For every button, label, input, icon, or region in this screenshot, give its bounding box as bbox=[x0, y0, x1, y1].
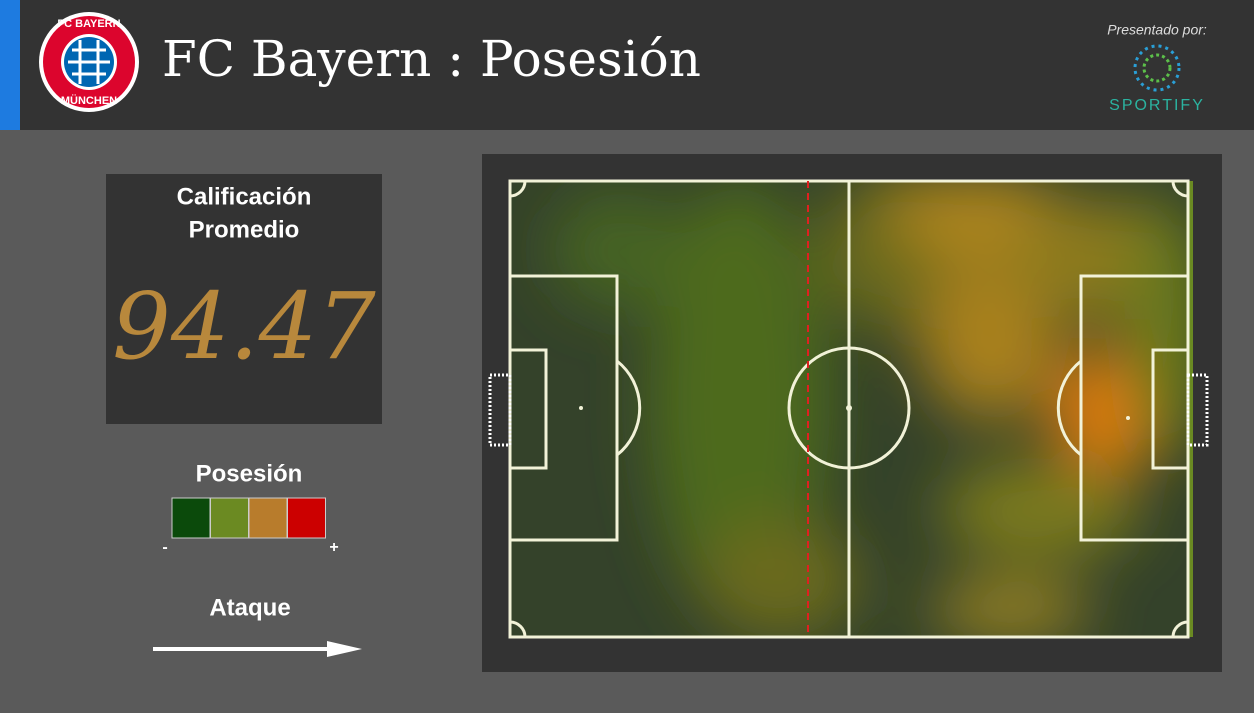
heatmap bbox=[510, 181, 1193, 637]
legend-swatch bbox=[210, 497, 249, 539]
legend-scale bbox=[171, 497, 326, 539]
sponsor-name: SPORTIFY bbox=[1109, 97, 1205, 114]
pitch-lines bbox=[488, 179, 1209, 639]
rating-label: Calificación bbox=[177, 183, 312, 210]
team-name: FC Bayern bbox=[162, 30, 431, 88]
legend-swatch bbox=[248, 497, 288, 539]
direction-label: Ataque bbox=[209, 594, 290, 621]
accent-bar bbox=[0, 0, 20, 130]
sponsor-caption: Presentado por: bbox=[1107, 22, 1207, 38]
legend-swatch bbox=[287, 497, 326, 539]
separator: : bbox=[447, 30, 464, 88]
penalty-spot bbox=[579, 406, 583, 410]
rating-label: Promedio bbox=[189, 216, 300, 243]
legend-high: + bbox=[329, 539, 338, 556]
rating-card bbox=[106, 174, 382, 424]
header bbox=[0, 0, 1254, 130]
center-spot bbox=[846, 405, 852, 411]
title: FC Bayern : Posesión bbox=[162, 30, 701, 88]
legend-swatch bbox=[171, 497, 211, 539]
legend-title: Posesión bbox=[196, 460, 303, 487]
penalty-spot bbox=[1126, 416, 1130, 420]
legend-low: - bbox=[162, 539, 167, 556]
logo-text: MÜNCHEN bbox=[61, 94, 117, 107]
sponsor-logo bbox=[1133, 44, 1181, 92]
rating-value: 94.47 bbox=[112, 273, 376, 380]
section-name: Posesión bbox=[480, 30, 701, 88]
direction-arrow bbox=[153, 641, 362, 657]
logo-text: FC BAYERN bbox=[57, 18, 120, 30]
team-logo: FC BAYERN MÜNCHEN bbox=[39, 12, 139, 112]
